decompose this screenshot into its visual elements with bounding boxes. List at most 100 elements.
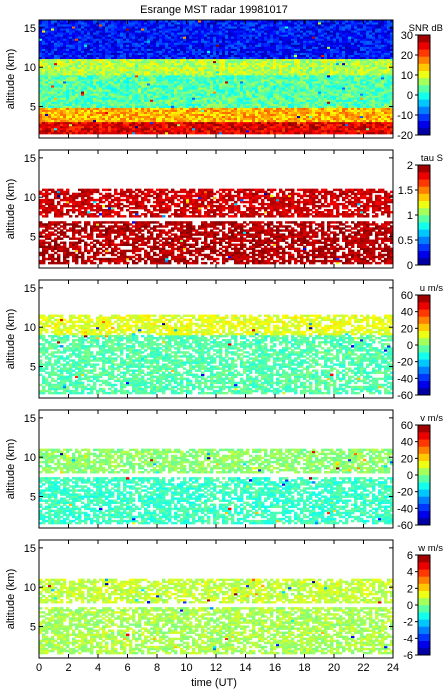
data-cell — [171, 131, 175, 135]
data-cell — [183, 117, 187, 121]
data-cell — [39, 123, 43, 127]
data-cell — [204, 123, 208, 127]
data-cell — [219, 131, 223, 135]
data-cell — [165, 121, 169, 125]
data-cell — [114, 109, 118, 112]
data-cell — [312, 109, 316, 112]
data-cell — [198, 123, 202, 127]
data-cell — [75, 129, 79, 133]
data-cell — [84, 123, 88, 127]
data-cell — [228, 117, 232, 121]
data-cell — [225, 107, 229, 110]
data-cell — [297, 123, 301, 127]
data-cell — [378, 123, 382, 127]
data-cell — [150, 115, 154, 119]
data-cell — [180, 107, 184, 110]
data-cell — [120, 129, 124, 133]
data-cell — [387, 111, 391, 114]
data-cell — [255, 109, 259, 112]
data-cell — [123, 123, 127, 127]
data-cell — [225, 129, 229, 133]
data-cell — [300, 119, 304, 123]
data-cell — [69, 123, 73, 127]
data-cell — [108, 123, 112, 127]
data-cell — [126, 115, 130, 119]
data-cell — [42, 127, 46, 131]
data-cell — [321, 113, 325, 117]
data-cell — [240, 123, 244, 127]
data-cell — [351, 117, 355, 121]
data-cell — [291, 131, 295, 135]
data-cell — [63, 125, 67, 129]
data-cell — [357, 111, 361, 114]
data-cell — [156, 109, 160, 112]
data-cell — [255, 121, 259, 125]
data-cell — [210, 127, 214, 131]
data-cell — [294, 127, 298, 131]
data-cell — [246, 109, 250, 112]
data-cell — [261, 129, 265, 133]
data-cell — [90, 107, 94, 110]
data-cell — [363, 115, 367, 119]
data-cell — [354, 129, 358, 133]
data-cell — [261, 123, 265, 127]
data-cell — [279, 123, 283, 127]
data-cell — [345, 117, 349, 121]
data-cell — [222, 109, 226, 112]
data-cell — [165, 123, 169, 127]
data-cell — [126, 121, 130, 125]
data-cell — [72, 121, 76, 125]
data-cell — [210, 125, 214, 129]
data-cell — [330, 119, 334, 123]
data-cell — [339, 129, 343, 133]
data-cell — [174, 125, 178, 129]
data-cell — [108, 129, 112, 133]
data-cell — [375, 115, 379, 119]
data-cell — [60, 131, 64, 135]
data-cell — [306, 119, 310, 123]
data-cell — [87, 131, 91, 135]
data-cell — [339, 113, 343, 117]
data-cell — [156, 125, 160, 129]
data-cell — [150, 123, 154, 127]
data-cell — [108, 117, 112, 121]
data-cell — [204, 113, 208, 117]
data-cell — [75, 117, 79, 121]
data-cell — [228, 109, 232, 112]
data-cell — [249, 113, 253, 117]
data-cell — [243, 113, 247, 117]
data-cell — [180, 113, 184, 117]
data-cell — [168, 115, 172, 119]
data-cell — [93, 129, 97, 133]
data-cell — [237, 127, 241, 131]
data-cell — [141, 109, 145, 112]
data-cell — [162, 131, 166, 135]
data-cell — [39, 107, 43, 110]
data-cell — [165, 115, 169, 119]
data-cell — [132, 117, 136, 121]
data-cell — [321, 127, 325, 131]
data-cell — [198, 113, 202, 117]
data-cell — [123, 119, 127, 123]
data-cell — [153, 123, 157, 127]
data-cell — [159, 123, 163, 127]
data-cell — [159, 111, 163, 114]
data-cell — [372, 125, 376, 129]
data-cell — [96, 119, 100, 123]
data-cell — [300, 115, 304, 119]
data-cell — [111, 121, 115, 125]
data-cell — [282, 115, 286, 119]
data-cell — [390, 119, 394, 123]
data-cell — [351, 111, 355, 114]
data-cell — [390, 127, 394, 131]
data-cell — [204, 117, 208, 121]
data-cell — [369, 109, 373, 112]
data-cell — [279, 127, 283, 131]
data-cell — [54, 109, 58, 112]
data-cell — [189, 113, 193, 117]
data-cell — [333, 125, 337, 129]
data-cell — [93, 121, 97, 125]
data-cell — [249, 117, 253, 121]
data-cell — [255, 127, 259, 131]
